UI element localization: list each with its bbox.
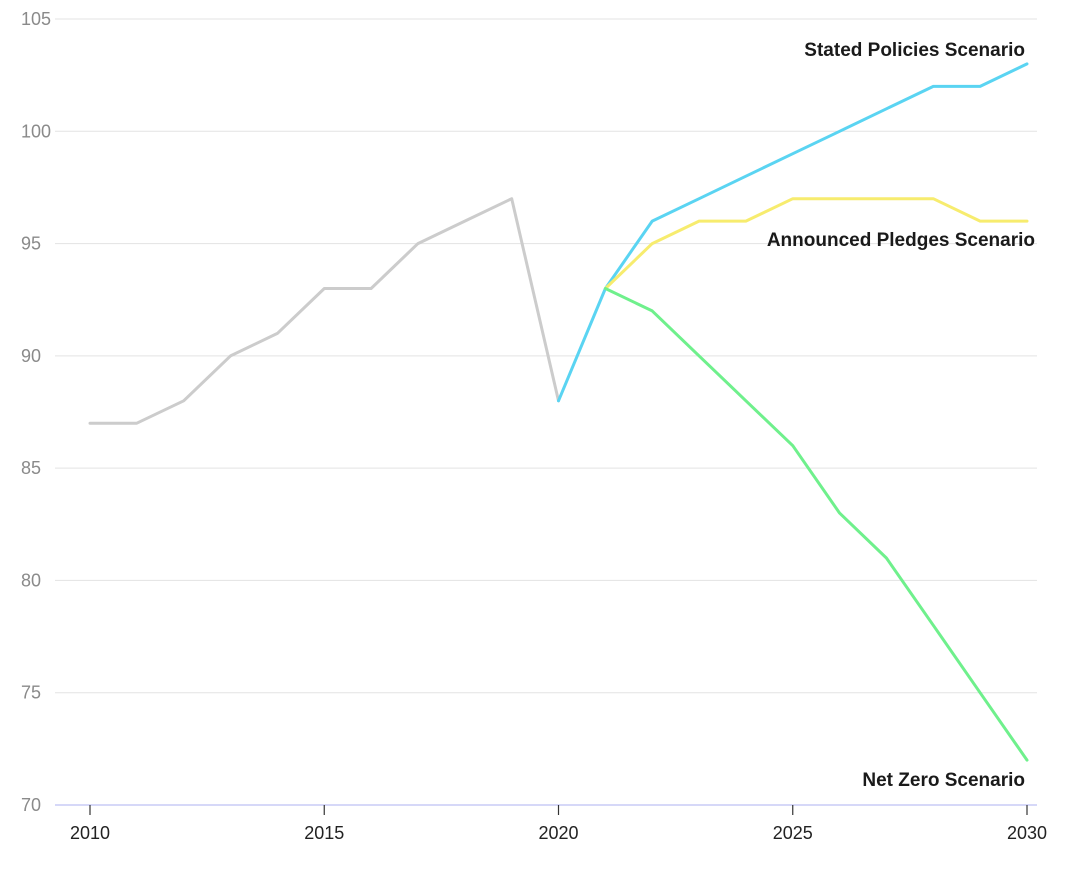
historical-series-line bbox=[88, 197, 560, 425]
x-tick-label: 2015 bbox=[304, 823, 344, 843]
x-tick-label: 2030 bbox=[1007, 823, 1047, 843]
y-axis-ticks: 70 75 80 85 90 95 100 105 bbox=[21, 9, 51, 815]
y-tick-label: 80 bbox=[21, 570, 41, 590]
gridlines bbox=[55, 18, 1037, 694]
stated-series-line bbox=[557, 62, 1029, 403]
y-tick-label: 95 bbox=[21, 234, 41, 254]
announced-series-line bbox=[603, 197, 1029, 290]
y-tick-label: 100 bbox=[21, 121, 51, 141]
x-tick-label: 2010 bbox=[70, 823, 110, 843]
x-axis-ticks: 2010 2015 2020 2025 2030 bbox=[70, 805, 1047, 843]
x-tick-label: 2020 bbox=[538, 823, 578, 843]
y-tick-label: 105 bbox=[21, 9, 51, 29]
stated-policies-label: Stated Policies Scenario bbox=[804, 40, 1025, 61]
x-tick-label: 2025 bbox=[773, 823, 813, 843]
y-tick-label: 70 bbox=[21, 795, 41, 815]
netzero-series-line bbox=[603, 287, 1029, 762]
y-tick-label: 85 bbox=[21, 458, 41, 478]
net-zero-label: Net Zero Scenario bbox=[862, 770, 1025, 791]
series-lines bbox=[88, 62, 1029, 762]
y-tick-label: 75 bbox=[21, 683, 41, 703]
announced-pledges-label: Announced Pledges Scenario bbox=[767, 230, 1035, 251]
y-tick-label: 90 bbox=[21, 346, 41, 366]
